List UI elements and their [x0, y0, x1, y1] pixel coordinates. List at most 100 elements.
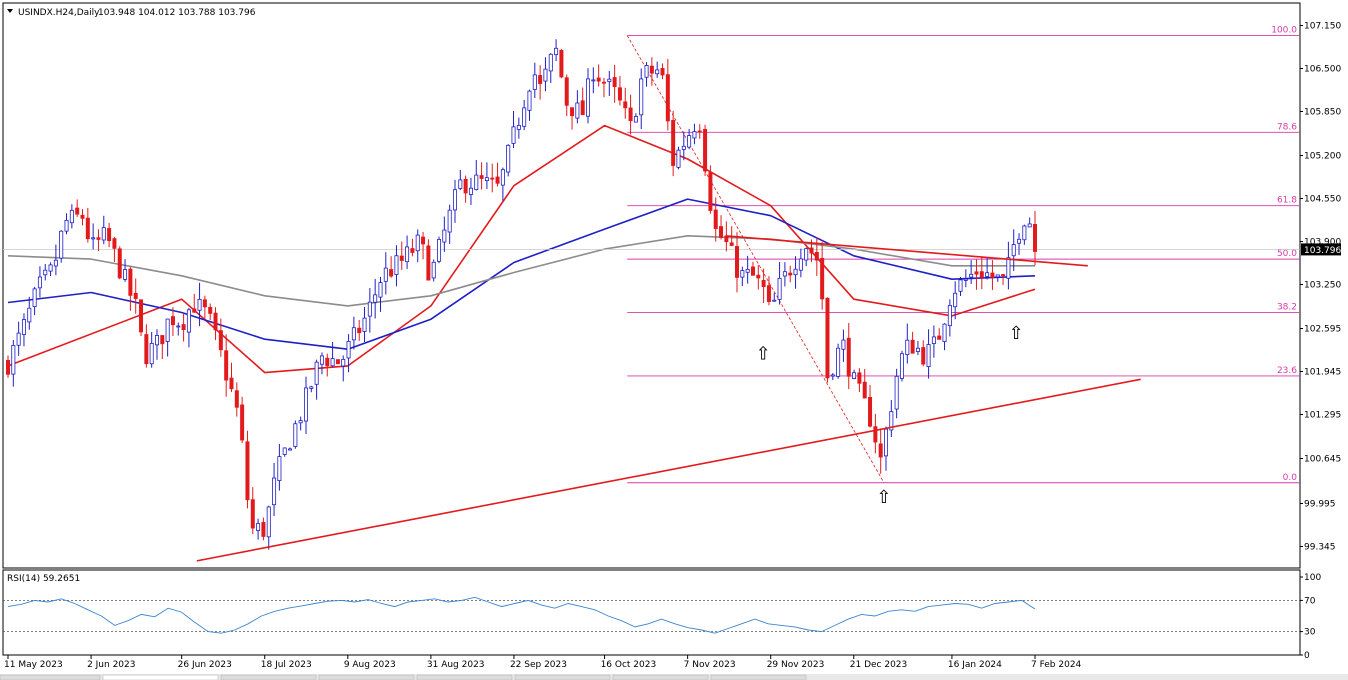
candle-body [655, 69, 660, 75]
time-tick-label: 11 May 2023 [4, 660, 63, 670]
rsi-panel-frame [2, 569, 1301, 656]
rsi-tick-label: 0 [1304, 651, 1310, 661]
candle-body [894, 375, 899, 410]
candle-body [181, 324, 186, 331]
tab-2[interactable] [102, 674, 219, 680]
candle-body [735, 246, 740, 278]
candle-body [793, 268, 798, 276]
tab-7[interactable] [612, 674, 709, 680]
trendlines [196, 234, 1141, 562]
candle-body [383, 267, 388, 282]
candle-body [250, 499, 255, 529]
candle-body [245, 441, 250, 501]
price-axis: 107.150 106.500 105.850 105.200 104.550 103.9… [1300, 22, 1341, 553]
candle-body [963, 278, 968, 281]
fib-level-label: 0.0 [1283, 473, 1298, 483]
candle-body [479, 175, 484, 179]
moving-average-line [7, 198, 1036, 350]
candle-body [910, 339, 915, 354]
candle-body [75, 207, 80, 215]
tab-8[interactable] [710, 674, 807, 680]
current-price-box [1301, 243, 1341, 256]
time-tick-label: 16 Oct 2023 [601, 660, 657, 670]
tab-1[interactable] [0, 674, 101, 680]
candle-body [234, 390, 239, 408]
rsi-axis: 100 70 30 0 [3, 573, 1321, 661]
candle-body [335, 359, 340, 365]
candle-body [697, 130, 702, 133]
price-tick-label: 106.500 [1304, 65, 1341, 75]
fib-level-label: 23.6 [1277, 366, 1297, 376]
candle-body [399, 255, 404, 261]
price-tick-label: 99.995 [1304, 500, 1336, 510]
candle-body [873, 426, 878, 443]
candle-body [69, 209, 74, 224]
tab-3[interactable] [220, 674, 317, 680]
candle-body [575, 102, 580, 119]
candle-body [101, 227, 106, 241]
candle-body [495, 176, 500, 184]
tab-6[interactable] [514, 674, 611, 680]
candle-body [154, 335, 159, 346]
candle-body [1001, 274, 1006, 277]
up-arrow-annotation: ⇧ [756, 343, 771, 364]
candle-body [974, 271, 979, 275]
candle-body [979, 271, 984, 278]
tab-5[interactable] [416, 674, 513, 680]
candle-body [64, 219, 69, 232]
candle-body [96, 237, 101, 240]
dropdown-triangle-icon[interactable] [7, 9, 13, 13]
bottom-tab-strip [0, 674, 1348, 680]
candle-body [80, 214, 85, 219]
candle-body [431, 261, 436, 279]
candle-body [825, 297, 830, 379]
candle-body [942, 323, 947, 342]
candle-body [820, 257, 825, 300]
candle-body [926, 344, 931, 368]
price-tick-label: 107.150 [1304, 22, 1341, 32]
time-tick-label: 7 Feb 2024 [1031, 660, 1082, 670]
candle-body [548, 53, 553, 72]
candle-body [884, 428, 889, 457]
candle-body [208, 306, 213, 314]
candle-body [112, 238, 117, 249]
price-panel-frame [2, 2, 1301, 569]
candle-body [601, 81, 606, 84]
tab-4[interactable] [318, 674, 415, 680]
candle-body [687, 135, 692, 148]
candle-body [846, 337, 851, 377]
candle-body [729, 242, 734, 246]
candle-body [474, 174, 479, 190]
candle-body [261, 522, 266, 537]
rsi-indicator [7, 596, 1036, 634]
candle-body [452, 189, 457, 211]
time-tick-label: 9 Aug 2023 [344, 660, 396, 670]
candle-body [240, 404, 245, 441]
candle-body [341, 358, 346, 367]
candle-body [160, 335, 165, 345]
candle-body [405, 246, 410, 263]
candle-body [144, 334, 149, 365]
candle-body [724, 235, 729, 243]
candle-body [415, 234, 420, 252]
candle-body [607, 78, 612, 82]
current-price-label: 103.796 [1304, 246, 1341, 256]
time-tick-label: 16 Jan 2024 [948, 660, 1002, 670]
candle-body [11, 345, 16, 375]
candle-body [288, 448, 293, 451]
candle-body [671, 120, 676, 166]
candle-body [37, 276, 42, 289]
candle-body [788, 272, 793, 276]
candle-body [463, 178, 468, 194]
annotations: ⇧ ⇧ ⇧ [756, 323, 1024, 508]
candle-body [197, 298, 202, 311]
candle-body [889, 411, 894, 431]
candle-body [969, 273, 974, 278]
candle-body [500, 169, 505, 186]
candle-body [218, 330, 223, 351]
price-tick-label: 102.595 [1304, 325, 1341, 335]
candle-body [564, 77, 569, 106]
candle-body [346, 341, 351, 359]
candle-body [586, 78, 591, 117]
